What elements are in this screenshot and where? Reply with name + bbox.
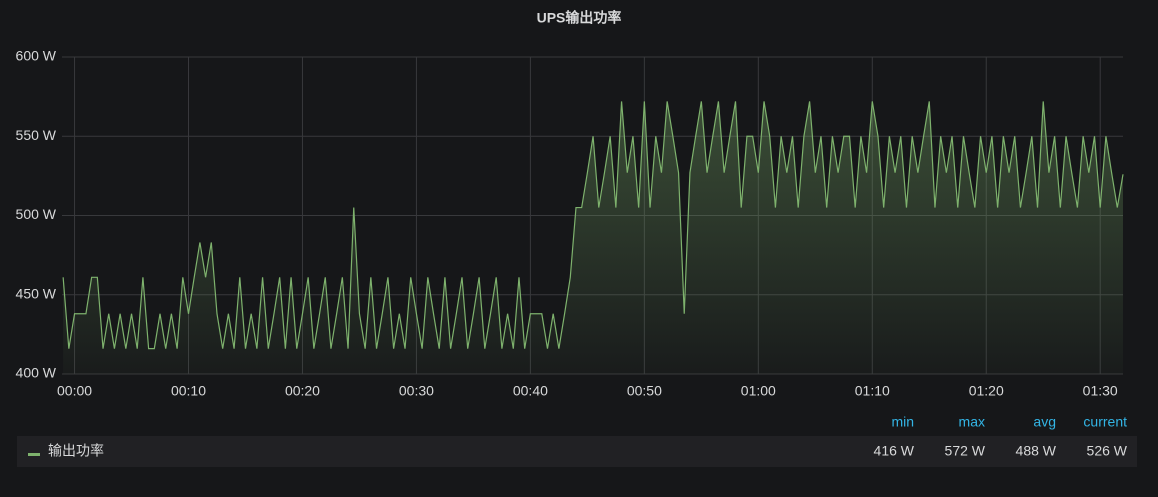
y-tick-label: 450 W — [16, 285, 57, 301]
x-tick-label: 01:20 — [969, 383, 1004, 399]
legend-header: min — [891, 414, 914, 430]
legend-header: max — [959, 414, 985, 430]
series-area — [63, 101, 1123, 374]
y-tick-label: 500 W — [16, 206, 57, 222]
legend-stat: 416 W — [874, 443, 915, 459]
y-tick-label: 600 W — [16, 48, 57, 64]
y-tick-label: 550 W — [16, 127, 57, 143]
legend-header: avg — [1033, 414, 1056, 430]
x-tick-label: 00:40 — [513, 383, 548, 399]
legend-swatch — [28, 453, 40, 456]
panel-title: UPS输出功率 — [537, 10, 622, 26]
x-tick-label: 01:10 — [855, 383, 890, 399]
x-tick-label: 00:30 — [399, 383, 434, 399]
x-tick-label: 00:00 — [57, 383, 92, 399]
x-tick-label: 00:50 — [627, 383, 662, 399]
x-tick-label: 00:20 — [285, 383, 320, 399]
legend-stat: 526 W — [1087, 443, 1128, 459]
legend-header: current — [1083, 414, 1127, 430]
x-tick-label: 01:00 — [741, 383, 776, 399]
legend-stat: 572 W — [945, 443, 986, 459]
series-line — [62, 101, 1124, 350]
legend-label: 输出功率 — [48, 443, 104, 459]
x-tick-label: 00:10 — [171, 383, 206, 399]
legend-stat: 488 W — [1016, 443, 1057, 459]
y-tick-label: 400 W — [16, 365, 57, 381]
x-tick-label: 01:30 — [1083, 383, 1118, 399]
legend-row — [17, 436, 1137, 467]
